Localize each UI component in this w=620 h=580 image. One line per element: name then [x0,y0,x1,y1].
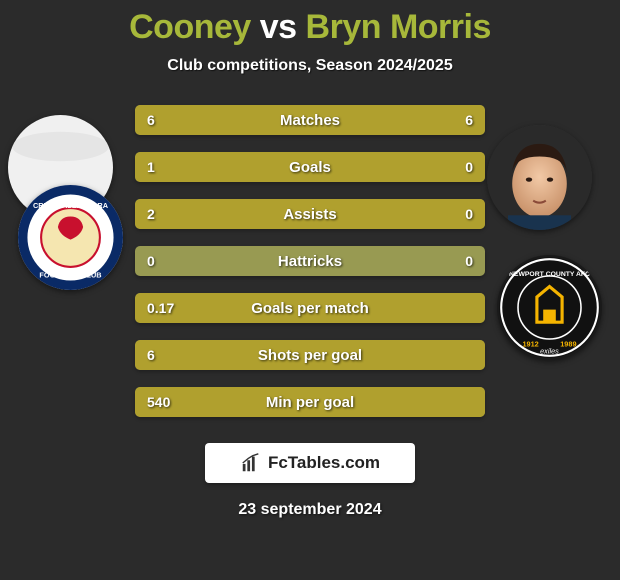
stat-label: Goals [135,152,485,182]
stat-value-left: 0.17 [147,293,174,323]
player2-name: Bryn Morris [306,8,491,46]
stats-area: Matches66Goals10Assists20Hattricks00Goal… [0,105,620,417]
subtitle: Club competitions, Season 2024/2025 [0,57,620,75]
stat-value-left: 2 [147,199,155,229]
comparison-title: Cooney vs Bryn Morris [0,0,620,47]
stat-value-left: 6 [147,340,155,370]
vs-separator: vs [260,8,297,46]
stat-row: Matches6 6 [135,105,485,135]
stat-value-right: 0 [465,152,473,182]
stat-row: Goals per match0.17 [135,293,485,323]
stat-label: Min per goal [135,387,485,417]
date-text: 23 september 2024 [0,501,620,519]
stat-label: Goals per match [135,293,485,323]
stat-row: Shots per goal6 [135,340,485,370]
player1-name: Cooney [129,8,251,46]
stat-value-left: 6 [147,105,155,135]
stat-row: Goals1 0 [135,152,485,182]
branding-text: FcTables.com [268,453,380,473]
stat-value-right: 0 [465,199,473,229]
stat-row: Min per goal540 [135,387,485,417]
stat-value-left: 540 [147,387,170,417]
fctables-logo-icon [240,452,262,474]
stat-value-right: 6 [465,105,473,135]
stat-label: Matches [135,105,485,135]
stat-label: Hattricks [135,246,485,276]
stat-label: Assists [135,199,485,229]
stat-value-right: 0 [465,246,473,276]
stat-value-left: 1 [147,152,155,182]
stat-label: Shots per goal [135,340,485,370]
stat-bars: Matches66Goals10Assists20Hattricks00Goal… [135,105,485,417]
stat-row: Assists2 0 [135,199,485,229]
stat-row: Hattricks0 0 [135,246,485,276]
stat-value-left: 0 [147,246,155,276]
